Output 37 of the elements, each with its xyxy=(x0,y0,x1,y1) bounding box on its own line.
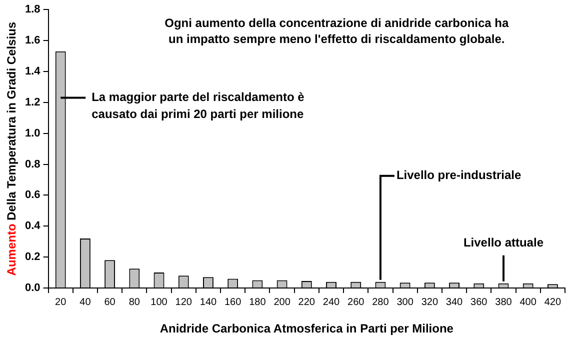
y-tick-label: 0.6 xyxy=(24,189,40,202)
x-tick-label: 100 xyxy=(150,296,168,308)
x-tick-label: 380 xyxy=(495,296,512,308)
text: Ogni aumento della concentrazione di anidride carbonica ha un impatto sempre meno l'effetto di riscaldamento globale. xyxy=(164,16,509,46)
x-tick-label: 420 xyxy=(544,296,562,308)
x-tick-label: 80 xyxy=(128,296,140,308)
annotation: Livello attuale xyxy=(463,236,544,250)
x-tick-label: 340 xyxy=(446,296,464,308)
x-tick-label: 280 xyxy=(372,296,390,308)
y-tick-label: 0.2 xyxy=(24,251,40,264)
annotation: La maggior parte del riscaldamento è causato dai primi 20 parti per milione xyxy=(92,90,305,122)
y-tick-label: 0.8 xyxy=(24,158,40,170)
x-tick-label: 220 xyxy=(298,296,316,308)
x-tick-label: 320 xyxy=(421,296,438,308)
y-tick-label: 1.2 xyxy=(24,96,40,108)
x-tick-label: 200 xyxy=(274,296,291,308)
x-tick-label: 180 xyxy=(249,296,266,308)
x-tick-label: 60 xyxy=(104,296,116,308)
x-tick-label: 40 xyxy=(80,296,92,308)
y-tick-label: 1.0 xyxy=(24,127,40,140)
y-tick-label: 1.8 xyxy=(24,4,40,16)
x-tick-label: 140 xyxy=(200,296,218,308)
y-tick-label: 1.4 xyxy=(24,66,42,78)
annotation: Livello pre-industriale xyxy=(396,168,522,182)
x-tick-label: 120 xyxy=(175,296,192,308)
y-tick-label: 0.0 xyxy=(24,282,40,294)
x-tick-label: 20 xyxy=(55,296,67,308)
x-tick-label: 260 xyxy=(348,296,365,308)
x-tick-label: 240 xyxy=(322,296,340,308)
y-tick-label: 1.6 xyxy=(24,34,40,47)
y-axis-title: Aumento Della Temperatura in Gradi Celsius xyxy=(4,22,18,276)
x-axis-title: Anidride Carbonica Atmosferica in Parti per Milione xyxy=(160,321,454,336)
x-tick-label: 400 xyxy=(520,296,537,308)
y-tick-label: 0.4 xyxy=(24,220,42,232)
x-tick-label: 300 xyxy=(396,296,414,308)
x-tick-label: 160 xyxy=(224,296,242,308)
x-tick-label: 360 xyxy=(470,296,488,308)
